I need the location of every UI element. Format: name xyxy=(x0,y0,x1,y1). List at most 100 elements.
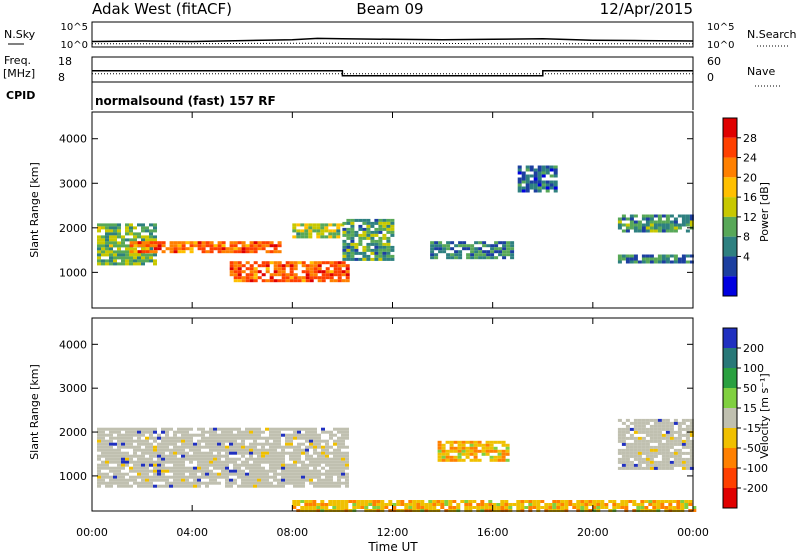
region-7-cell xyxy=(673,257,678,261)
region-6-cell xyxy=(641,217,646,221)
region-4-cell xyxy=(350,236,355,240)
region-0-cell xyxy=(265,448,269,452)
region-2-cell xyxy=(229,273,234,277)
region-3-cell xyxy=(689,442,694,446)
region-6-cell xyxy=(629,226,634,230)
region-0-cell xyxy=(225,481,229,485)
region-0-cell xyxy=(109,451,113,455)
region-4-cell xyxy=(378,254,383,258)
region-3-cell xyxy=(633,427,638,431)
region-0-cell xyxy=(281,469,285,473)
region-0-cell xyxy=(137,448,141,452)
region-0-cell xyxy=(157,451,161,455)
region-0-cell xyxy=(201,454,205,458)
region-0-cell xyxy=(185,484,189,488)
region-6-cell xyxy=(689,223,694,227)
region-0-cell xyxy=(245,451,249,455)
region-0-cell xyxy=(345,466,349,470)
region-4-cell xyxy=(354,251,359,255)
region-0-cell xyxy=(117,427,121,431)
region-5-cell xyxy=(474,247,479,251)
region-0-cell xyxy=(189,466,193,470)
region-5-cell xyxy=(430,256,435,260)
region-0-cell xyxy=(141,478,145,482)
region-4-cell xyxy=(346,248,351,252)
region-5-cell xyxy=(450,253,455,257)
region-0-cell xyxy=(189,433,193,437)
region-3-cell xyxy=(685,463,690,467)
region-0-cell xyxy=(101,442,105,446)
region-2-cell xyxy=(333,264,338,268)
region-1-cell xyxy=(445,458,450,462)
region-0-cell xyxy=(317,436,321,440)
region-0-cell xyxy=(253,439,257,443)
region-0-cell xyxy=(181,466,185,470)
region-0-cell xyxy=(105,262,109,266)
region-3-cell xyxy=(665,427,670,431)
region-3-cell xyxy=(649,454,654,458)
region-4-cell xyxy=(370,230,375,234)
region-2-cell xyxy=(233,261,238,265)
region-5-cell xyxy=(462,247,467,251)
region-2-cell xyxy=(576,506,581,509)
region-0-cell xyxy=(341,460,345,464)
region-0-cell xyxy=(189,472,193,476)
region-3-cell xyxy=(677,448,682,452)
region-2-cell xyxy=(237,270,242,274)
region-0-cell xyxy=(233,472,237,476)
region-2-cell xyxy=(564,506,569,509)
region-3-cell xyxy=(304,226,309,230)
region-1-cell xyxy=(237,241,242,245)
region-2-cell xyxy=(281,273,286,277)
region-0-cell xyxy=(329,433,333,437)
region-0-cell xyxy=(113,235,117,239)
region-0-cell xyxy=(109,238,113,242)
region-0-cell xyxy=(205,475,209,479)
region-2-cell xyxy=(273,270,278,274)
region-3-cell xyxy=(625,454,630,458)
region-8-cell xyxy=(529,186,534,190)
region-1-cell xyxy=(469,449,474,453)
region-0-cell xyxy=(101,463,105,467)
colorbar-swatch xyxy=(723,348,737,368)
region-0-cell xyxy=(237,451,241,455)
region-5-cell xyxy=(490,244,495,248)
region-0-cell xyxy=(241,451,245,455)
region-3-cell xyxy=(677,421,682,425)
region-3-cell xyxy=(629,433,634,437)
region-0-cell xyxy=(129,259,133,263)
region-3-cell xyxy=(685,460,690,464)
region-0-cell xyxy=(153,229,157,233)
region-0-cell xyxy=(173,484,177,488)
region-2-cell xyxy=(277,261,282,265)
region-0-cell xyxy=(117,445,121,449)
region-2-cell xyxy=(336,503,341,506)
region-0-cell xyxy=(229,448,233,452)
region-3-cell xyxy=(332,229,337,233)
region-5-cell xyxy=(430,253,435,257)
region-7-cell xyxy=(633,257,638,261)
region-0-cell xyxy=(153,475,157,479)
region-0-cell xyxy=(177,457,181,461)
region-0-cell xyxy=(325,472,329,476)
region-7-cell xyxy=(657,257,662,261)
region-0-cell xyxy=(277,445,281,449)
region-5-cell xyxy=(498,247,503,251)
region-0-cell xyxy=(249,463,253,467)
region-1-cell xyxy=(209,244,214,248)
region-0-cell xyxy=(97,238,101,242)
region-0-cell xyxy=(305,466,309,470)
region-0-cell xyxy=(173,481,177,485)
region-0-cell xyxy=(189,445,193,449)
region-2-cell xyxy=(285,261,290,265)
region-2-cell xyxy=(432,503,437,506)
region-3-cell xyxy=(661,433,666,437)
region-2-cell xyxy=(296,503,301,506)
region-0-cell xyxy=(345,445,349,449)
region-0-cell xyxy=(193,442,197,446)
region-3-cell xyxy=(625,460,630,464)
region-3-cell xyxy=(641,445,646,449)
region-0-cell xyxy=(217,481,221,485)
region-1-cell xyxy=(137,250,142,254)
region-2-cell xyxy=(624,503,629,506)
